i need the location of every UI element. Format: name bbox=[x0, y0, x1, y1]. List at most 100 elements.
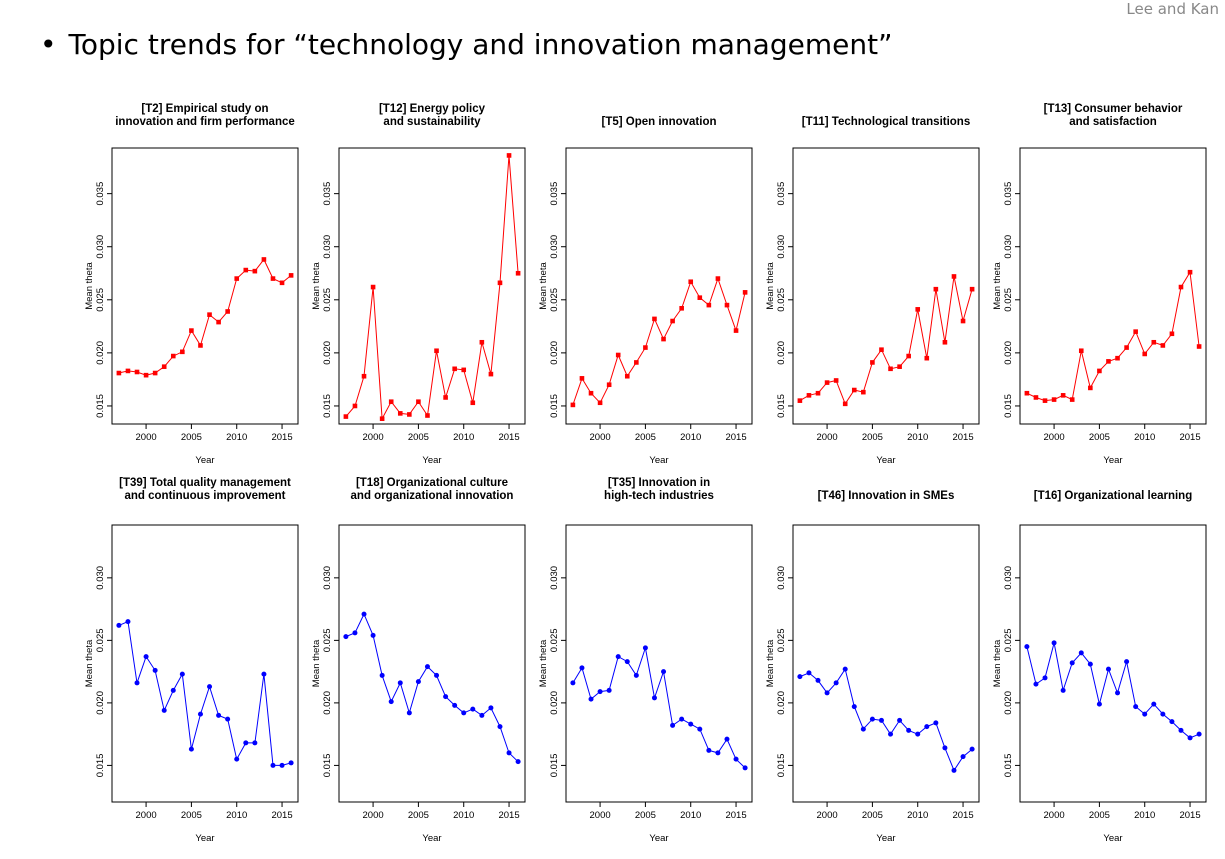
y-tick-label: 0.030 bbox=[1003, 235, 1014, 259]
data-point bbox=[833, 378, 839, 383]
data-point bbox=[951, 274, 957, 279]
y-tick-label: 0.025 bbox=[776, 628, 787, 652]
data-point bbox=[897, 364, 902, 369]
data-point bbox=[888, 366, 893, 372]
chart-panel-10: [T16] Organizational learning 0.015 0.020 0… bbox=[992, 490, 1207, 844]
y-tick-label: 0.030 bbox=[322, 235, 333, 259]
y-tick-label: 0.030 bbox=[549, 235, 560, 259]
y-tick-label: 0.035 bbox=[1003, 182, 1014, 206]
data-point bbox=[216, 712, 222, 718]
y-tick-label: 0.025 bbox=[95, 288, 106, 312]
data-point bbox=[288, 273, 294, 278]
data-point bbox=[888, 731, 894, 737]
data-point bbox=[352, 403, 358, 409]
data-point bbox=[643, 345, 648, 350]
y-tick-label: 0.020 bbox=[1003, 341, 1014, 365]
data-point bbox=[670, 722, 676, 728]
data-point bbox=[116, 370, 122, 376]
data-point bbox=[624, 373, 630, 379]
x-tick-label: 2005 bbox=[862, 432, 883, 443]
x-tick-label: 2000 bbox=[363, 432, 384, 443]
y-axis-label: Mean theta bbox=[84, 639, 95, 687]
data-point bbox=[379, 672, 385, 678]
series-line bbox=[572, 647, 746, 769]
data-point bbox=[633, 672, 639, 678]
plot-frame bbox=[565, 147, 753, 425]
data-point bbox=[143, 654, 149, 660]
data-point bbox=[797, 674, 803, 680]
data-point bbox=[406, 710, 412, 716]
data-point bbox=[960, 318, 966, 324]
data-point bbox=[1105, 666, 1111, 672]
data-point bbox=[1133, 704, 1139, 710]
chart-title: [T35] Innovation in bbox=[608, 477, 710, 489]
y-tick-label: 0.015 bbox=[95, 394, 106, 418]
data-point bbox=[697, 726, 703, 732]
data-point bbox=[370, 284, 376, 290]
x-tick-label: 2015 bbox=[498, 810, 519, 821]
data-point bbox=[924, 724, 930, 730]
data-point bbox=[642, 645, 648, 651]
data-point bbox=[1097, 368, 1102, 374]
data-point bbox=[1078, 348, 1084, 354]
data-point bbox=[1060, 687, 1066, 693]
data-point bbox=[261, 671, 267, 677]
data-point bbox=[1196, 731, 1202, 737]
x-tick-label: 2015 bbox=[1179, 810, 1200, 821]
x-tick-label: 2010 bbox=[226, 432, 247, 443]
data-point bbox=[197, 711, 203, 717]
data-point bbox=[161, 364, 167, 369]
x-tick-label: 2000 bbox=[136, 810, 157, 821]
data-point bbox=[234, 756, 240, 762]
data-point bbox=[343, 414, 349, 419]
data-point bbox=[125, 368, 131, 374]
data-point bbox=[1024, 644, 1030, 650]
chart-title: high-tech industries bbox=[604, 490, 714, 502]
data-point bbox=[152, 370, 158, 376]
data-point bbox=[270, 276, 276, 281]
data-point bbox=[906, 727, 912, 733]
data-point bbox=[116, 622, 122, 628]
data-point bbox=[170, 687, 176, 693]
data-point bbox=[933, 720, 939, 726]
chart-title: [T5] Open innovation bbox=[602, 116, 717, 128]
data-point bbox=[688, 721, 694, 727]
data-point bbox=[833, 680, 839, 686]
chart-panel-4: [T11] Technological transitions 0.015 0.02… bbox=[765, 116, 980, 466]
data-point bbox=[842, 666, 848, 672]
data-point bbox=[969, 286, 975, 292]
y-tick-label: 0.025 bbox=[549, 288, 560, 312]
data-point bbox=[742, 290, 748, 295]
data-point bbox=[434, 348, 439, 354]
chart-title: [T12] Energy policy bbox=[379, 103, 486, 115]
data-point bbox=[860, 726, 866, 732]
data-point bbox=[570, 402, 576, 408]
x-tick-label: 2015 bbox=[725, 432, 746, 443]
y-axis-label: Mean theta bbox=[84, 262, 95, 310]
x-tick-label: 2010 bbox=[680, 432, 701, 443]
x-tick-label: 2015 bbox=[498, 432, 519, 443]
data-point bbox=[434, 672, 440, 678]
data-point bbox=[1160, 711, 1166, 717]
data-point bbox=[724, 302, 730, 308]
y-axis-label: Mean theta bbox=[765, 262, 776, 310]
data-point bbox=[688, 279, 694, 285]
x-axis-label: Year bbox=[649, 833, 668, 844]
x-tick-label: 2010 bbox=[1134, 432, 1155, 443]
data-point bbox=[488, 705, 494, 711]
data-point bbox=[388, 699, 394, 705]
plot-frame bbox=[1019, 524, 1207, 803]
data-point bbox=[1124, 345, 1129, 350]
data-point bbox=[815, 390, 821, 396]
x-tick-label: 2005 bbox=[181, 810, 202, 821]
data-point bbox=[1060, 393, 1066, 398]
data-point bbox=[180, 349, 185, 355]
data-point bbox=[497, 280, 503, 286]
x-tick-label: 2005 bbox=[862, 810, 883, 821]
data-point bbox=[198, 343, 203, 348]
data-point bbox=[143, 372, 149, 378]
data-point bbox=[415, 679, 421, 685]
